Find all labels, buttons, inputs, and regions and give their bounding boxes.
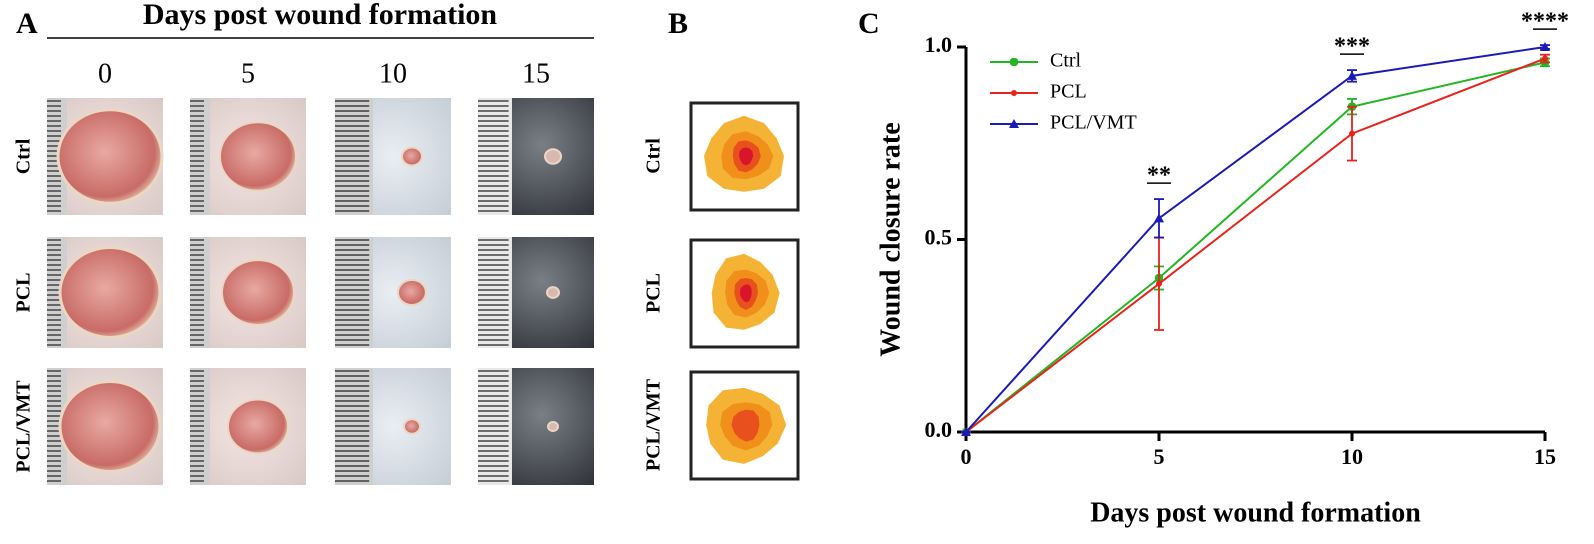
x-axis-label: Days post wound formation [1090,497,1421,528]
wound [546,286,560,299]
series-line [965,57,1546,433]
data-point [1349,130,1355,137]
wound-photo [190,98,306,215]
row-label: PCL/VMT [643,378,665,471]
x-tick-label: 5 [1154,444,1165,469]
wound-photo [478,98,594,215]
wound-area [731,409,760,442]
wound-area [739,147,754,166]
significance-label: ** [1147,163,1171,189]
y-tick-label: 1.0 [925,32,953,57]
panel-a-title: Days post wound formation [143,0,498,31]
wound [227,398,289,455]
x-tick-label: 15 [1534,444,1556,469]
wound [401,146,423,167]
y-axis-label: Wound closure rate [875,122,906,356]
data-point [1540,42,1550,51]
wound [547,421,559,432]
wound [397,278,427,307]
wound-photo [478,237,594,348]
data-point [1347,70,1357,80]
legend-marker [1009,119,1019,128]
significance-label: *** [1334,34,1370,60]
wound-photo [47,368,163,485]
x-tick-label: 10 [1341,444,1363,469]
legend-marker [1010,58,1018,66]
legend-marker [1011,90,1017,96]
chart: C Wound closure rate Days post wound forma… [858,7,1569,529]
wound-photo [335,368,451,485]
day-label: 10 [379,58,407,89]
ruler [478,237,512,348]
wound [58,246,162,339]
row-label: PCL [13,273,35,313]
series-line [965,61,1546,433]
day-label: 5 [241,58,255,89]
legend-label: Ctrl [1050,50,1082,72]
data-point [1542,55,1548,62]
wound-photo [478,368,594,485]
wound [403,418,421,435]
y-tick-label: 0.5 [925,225,953,250]
wound-photo [335,98,451,215]
series [961,42,1550,436]
x-tick-label: 0 [961,444,972,469]
legend-label: PCL/VMT [1050,112,1137,134]
row-label: Ctrl [643,138,665,174]
wound [544,148,562,165]
data-point [1156,280,1162,287]
panel-label: B [668,7,688,40]
wound-photo [47,98,164,215]
panel-label: A [16,7,38,40]
data-point [961,427,971,436]
data-point [1154,213,1164,223]
wound [221,259,295,326]
photo-grid: 0 5 10 15 Ctrl PCL PCL/VMT [13,58,594,485]
panel-label: C [858,7,880,40]
row-label: PCL/VMT [13,380,35,473]
row-label: Ctrl [13,138,35,174]
wound [219,121,297,192]
wound-photo [190,368,306,485]
y-tick-label: 0.0 [925,417,953,442]
wound [56,108,164,205]
wound [58,380,162,473]
day-label: 0 [98,58,112,89]
significance-label: **** [1521,9,1569,35]
legend-label: PCL [1050,81,1087,103]
ruler [190,237,210,348]
wound-photo [190,237,306,348]
series-line [965,46,1546,433]
schematic-grid: Ctrl PCL PCL/VMT [643,101,800,481]
row-label: PCL [643,273,665,313]
wound-area [739,284,752,303]
wound-photo [335,237,451,348]
day-label: 15 [522,58,550,89]
wound-photo [47,237,163,348]
ruler [335,237,373,348]
